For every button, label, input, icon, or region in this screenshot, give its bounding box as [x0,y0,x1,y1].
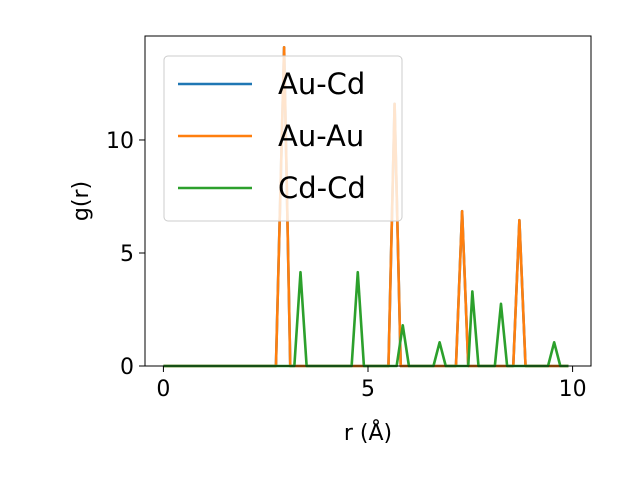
y-tick-label-1: 5 [120,242,134,267]
x-tick-label-2: 10 [559,377,587,402]
x-tick-label-0: 0 [156,377,170,402]
y-tick-label-0: 0 [120,355,134,380]
y-axis-label: g(r) [69,181,94,221]
legend-label-2: Au-Au [278,119,364,153]
x-axis-label: r (Å) [344,419,392,446]
legend: Au-Cd Au-Au Cd-Cd [163,55,403,222]
legend-label-1: Au-Cd [278,67,365,101]
legend-label-3: Cd-Cd [278,171,366,205]
legend-items: Au-Cd Au-Au Cd-Cd [178,67,366,205]
x-tick-label-1: 5 [361,377,375,402]
y-tick-label-2: 10 [106,129,134,154]
ticks-layer: 0 5 10 0 5 10 [106,129,587,402]
legend-box [163,55,403,222]
